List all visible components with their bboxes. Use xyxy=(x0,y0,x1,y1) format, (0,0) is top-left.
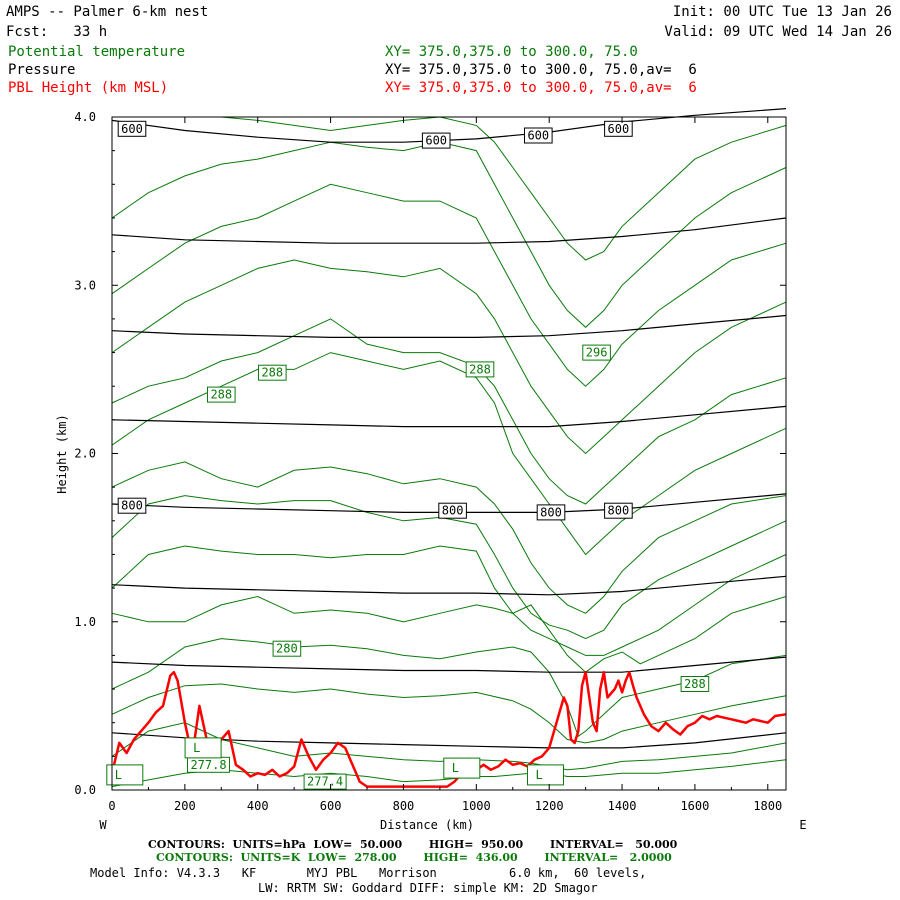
low-marker-box-3 xyxy=(527,764,564,786)
pbl-height-line xyxy=(110,670,787,788)
x-end-label-left: W xyxy=(99,818,107,832)
legend-pressure-label: Pressure xyxy=(8,62,76,78)
theta-contour-10 xyxy=(111,259,787,455)
pressure-label-6-box xyxy=(536,504,566,521)
theta-contour-5 xyxy=(111,545,787,656)
pressure-contour-3 xyxy=(111,405,787,428)
pressure-label-5-box xyxy=(438,502,467,519)
theta-label-2-box xyxy=(465,361,495,378)
pressure-label-5: 800 xyxy=(442,504,464,518)
legend-theta-label: Potential temperature xyxy=(8,44,186,60)
theta-label-5-box xyxy=(680,676,710,692)
theta-label-3: 296 xyxy=(586,346,608,360)
legend-pbl-xy: XY= 375.0,375.0 to 300.0, 75.0,av= 6 xyxy=(385,80,697,96)
x-tick-label-6: 1200 xyxy=(535,799,564,813)
y-tick-label-1: 1.0 xyxy=(74,615,96,629)
y-tick-label-0: 0.0 xyxy=(74,783,96,797)
low-marker-0: L xyxy=(115,768,122,782)
low-marker-box-2 xyxy=(443,757,481,779)
theta-contour-1 xyxy=(111,722,787,771)
pressure-label-1-box xyxy=(421,132,451,149)
y-tick-label-3: 3.0 xyxy=(74,278,96,292)
theta-label-7: 277.4 xyxy=(307,775,343,789)
theta-label-0: 288 xyxy=(210,388,232,402)
pressure-label-6: 800 xyxy=(540,505,562,519)
legend-pressure-xy: XY= 375.0,375.0 to 300.0, 75.0,av= 6 xyxy=(385,62,697,78)
low-marker-3: L xyxy=(536,768,543,782)
x-end-label-right: E xyxy=(799,818,806,832)
theta-contour-11 xyxy=(111,183,787,387)
pressure-label-7-box xyxy=(604,502,633,519)
pressure-contours xyxy=(111,108,787,749)
pressure-label-3: 600 xyxy=(608,122,630,136)
theta-label-4: 280 xyxy=(276,642,298,656)
pressure-label-3-box xyxy=(604,120,633,137)
x-tick-label-0: 0 xyxy=(108,799,115,813)
pressure-label-4: 800 xyxy=(121,499,143,513)
theta-contour-8 xyxy=(111,352,787,556)
valid-time: Valid: 09 UTC Wed 14 Jan 26 xyxy=(664,24,892,40)
contour-labels: 600 600 600 600 800 800 800 800 288 288 288 296 280 2… xyxy=(106,120,710,790)
theta-label-7-box xyxy=(303,773,347,790)
theta-label-3-box xyxy=(582,344,611,361)
forecast-hour: Fcst: 33 h xyxy=(6,24,108,40)
theta-contour-2 xyxy=(111,683,787,744)
footer-theta-contours: CONTOURS: UNITS=K LOW= 278.00 HIGH= 436.… xyxy=(156,851,672,864)
x-tick-label-4: 800 xyxy=(393,799,415,813)
x-tick-label-5: 1000 xyxy=(462,799,491,813)
pressure-label-0-box xyxy=(117,120,147,137)
pressure-label-2: 600 xyxy=(527,129,549,143)
theta-label-6: 277.8 xyxy=(190,758,226,772)
theta-label-0-box xyxy=(207,386,236,403)
x-axis-label: Distance (km) xyxy=(380,818,474,832)
theta-contour-4 xyxy=(111,595,787,673)
x-tick-label-3: 600 xyxy=(320,799,342,813)
x-tick-label-2: 400 xyxy=(247,799,269,813)
pressure-label-7: 800 xyxy=(608,504,630,518)
footer-physics: LW: RRTM SW: Goddard DIFF: simple KM: 2D… xyxy=(258,881,598,895)
x-tick-label-9: 1800 xyxy=(753,799,782,813)
legend-pbl-label: PBL Height (km MSL) xyxy=(8,80,169,96)
theta-contour-7 xyxy=(111,461,787,614)
x-tick-label-7: 1400 xyxy=(608,799,637,813)
theta-label-5: 288 xyxy=(684,677,706,691)
y-tick-label-2: 2.0 xyxy=(74,447,96,461)
theta-contours xyxy=(111,116,787,788)
theta-contour-3 xyxy=(111,638,787,737)
pressure-label-1: 600 xyxy=(425,134,447,148)
x-tick-label-1: 200 xyxy=(174,799,196,813)
y-axis-label: Height (km) xyxy=(55,414,69,493)
low-marker-box-1 xyxy=(184,737,222,759)
x-tick-label-8: 1600 xyxy=(680,799,709,813)
theta-contour-9 xyxy=(111,318,787,505)
theta-label-1: 288 xyxy=(261,366,283,380)
theta-label-4-box xyxy=(272,640,302,657)
theta-contour-6 xyxy=(111,495,787,640)
pressure-contour-2 xyxy=(111,314,787,338)
low-marker-2: L xyxy=(452,761,459,775)
chart-title: AMPS -- Palmer 6-km nest xyxy=(6,4,209,20)
pressure-contour-5 xyxy=(111,575,787,596)
pressure-contour-6 xyxy=(111,656,787,673)
pbl-series xyxy=(110,670,787,788)
axes: 0 200 400 600 800 1000 1200 1400 1600 1800 0.0 1.0 2… xyxy=(74,110,786,813)
pressure-label-0: 600 xyxy=(121,122,143,136)
theta-contour-13 xyxy=(221,116,787,261)
theta-label-2: 288 xyxy=(469,362,491,376)
low-marker-1: L xyxy=(193,741,200,755)
footer-pressure-contours: CONTOURS: UNITS=hPa LOW= 50.000 HIGH= 95… xyxy=(148,838,678,851)
y-tick-label-4: 4.0 xyxy=(74,110,96,124)
theta-contour-12 xyxy=(111,141,787,328)
legend-theta-xy: XY= 375.0,375.0 to 300.0, 75.0 xyxy=(385,44,638,60)
pressure-contour-1 xyxy=(111,217,787,244)
footer-model-info: Model Info: V4.3.3 KF MYJ PBL Morrison 6… xyxy=(90,866,647,880)
init-time: Init: 00 UTC Tue 13 Jan 26 xyxy=(672,4,892,20)
theta-label-1-box xyxy=(258,364,287,381)
theta-contour-0 xyxy=(111,759,787,788)
pressure-label-4-box xyxy=(117,497,147,514)
pressure-label-2-box xyxy=(524,127,553,144)
low-marker-box-0 xyxy=(106,764,144,786)
